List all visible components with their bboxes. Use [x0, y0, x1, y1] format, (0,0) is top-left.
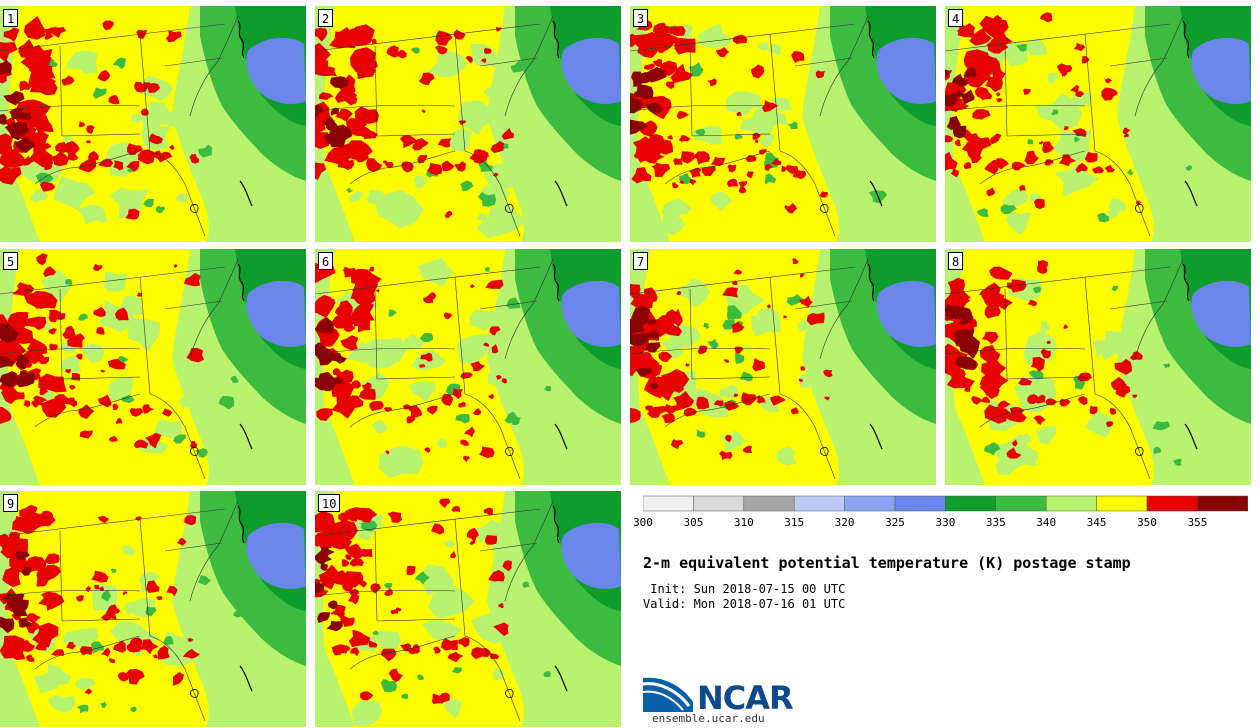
theta-e-map	[0, 6, 306, 242]
colorbar-tick-label: 325	[885, 516, 905, 529]
member-panel: 2	[315, 6, 621, 242]
colorbar-segment	[1045, 495, 1097, 512]
colorbar	[643, 495, 1248, 512]
colorbar-tick-label: 335	[985, 516, 1006, 529]
colorbar-tick-label: 340	[1036, 516, 1057, 529]
colorbar-segment	[693, 495, 745, 512]
member-panel: 4	[945, 6, 1251, 242]
colorbar-segment	[1197, 495, 1248, 512]
member-panel: 7	[630, 249, 936, 485]
colorbar-segment	[1146, 495, 1198, 512]
member-number-label: 5	[3, 252, 19, 270]
member-panel: 9	[0, 491, 306, 727]
colorbar-tick-label: 355	[1187, 516, 1208, 529]
member-number-label: 4	[948, 9, 964, 27]
colorbar-segment	[995, 495, 1047, 512]
init-time: Init: Sun 2018-07-15 00 UTC	[643, 582, 846, 596]
plot-title: 2-m equivalent potential temperature (K)…	[643, 554, 1131, 572]
valid-time: Valid: Mon 2018-07-16 01 UTC	[643, 597, 846, 611]
colorbar-segment	[793, 495, 845, 512]
colorbar-segment	[894, 495, 946, 512]
theta-e-map	[630, 249, 936, 485]
member-number-label: 1	[3, 9, 19, 27]
colorbar-tick-label: 310	[733, 516, 754, 529]
colorbar-segment	[844, 495, 896, 512]
member-panel: 10	[315, 491, 621, 727]
theta-e-map	[315, 249, 621, 485]
member-panel: 5	[0, 249, 306, 485]
member-number-label: 3	[633, 9, 649, 27]
member-number-label: 7	[633, 252, 649, 270]
member-number-label: 8	[948, 252, 964, 270]
colorbar-segment	[945, 495, 997, 512]
theta-e-map	[945, 6, 1251, 242]
member-number-label: 9	[3, 494, 19, 512]
member-panel: 6	[315, 249, 621, 485]
member-panel: 8	[945, 249, 1251, 485]
colorbar-tick-label: 315	[784, 516, 805, 529]
colorbar-tick-label: 320	[834, 516, 855, 529]
ncar-url: ensemble.ucar.edu	[652, 712, 765, 725]
theta-e-map	[0, 491, 306, 727]
member-number-label: 2	[318, 9, 334, 27]
colorbar-segment	[1096, 495, 1148, 512]
theta-e-map	[630, 6, 936, 242]
colorbar-tick-label: 345	[1086, 516, 1107, 529]
colorbar-segment	[643, 495, 694, 512]
member-panel: 3	[630, 6, 936, 242]
colorbar-tick-label: 330	[935, 516, 956, 529]
colorbar-segment	[743, 495, 795, 512]
theta-e-map	[0, 249, 306, 485]
ncar-logo-icon	[643, 677, 693, 712]
colorbar-tick-label: 300	[633, 516, 653, 529]
member-number-label: 10	[318, 494, 341, 512]
theta-e-map	[315, 491, 621, 727]
colorbar-tick-label: 305	[683, 516, 704, 529]
member-number-label: 6	[318, 252, 334, 270]
member-panel: 1	[0, 6, 306, 242]
ncar-logo-text: NCAR	[697, 679, 794, 717]
colorbar-tick-label: 350	[1137, 516, 1157, 529]
theta-e-map	[315, 6, 621, 242]
theta-e-map	[945, 249, 1251, 485]
